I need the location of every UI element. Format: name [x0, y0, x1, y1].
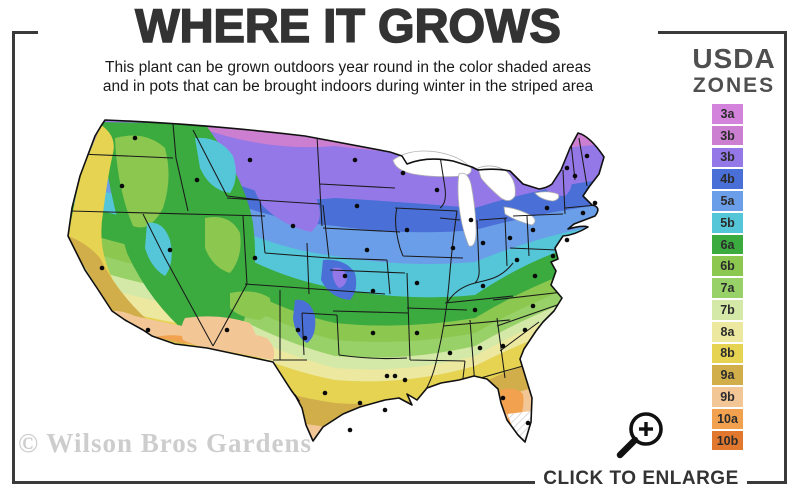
watermark: © Wilson Bros Gardens — [18, 428, 312, 458]
legend-zone-label: 9b — [720, 390, 735, 404]
legend-zone-label: 4b — [720, 172, 735, 187]
legend-zone-swatch: 6a — [712, 234, 743, 255]
legend-zone-swatch: 6b — [712, 256, 743, 277]
legend-zone-swatch: 3b — [712, 147, 743, 168]
idaho-mtn-cyan — [195, 137, 236, 193]
title-text: WHERE IT GROWS — [134, 0, 561, 52]
legend-zone-swatch: 7b — [712, 300, 743, 320]
legend-zone-label: 7a — [720, 281, 735, 296]
legend-zone-label: 8a — [720, 324, 735, 339]
california-gold — [68, 236, 190, 346]
legend-zone-swatch: 10b — [712, 430, 743, 451]
legend-zone-list: 3a 3b 3b 4b 5a 5b 6a 6b 7a 7b 8a 8b 9a 9b 10a 10b — [712, 104, 743, 451]
legend-zone-swatch: 8a — [712, 321, 743, 342]
subtitle-line-1: This plant can be grown outdoors year ro… — [105, 59, 591, 76]
utah-green — [205, 217, 241, 273]
legend-zone-label: 9a — [720, 368, 735, 383]
usda-zone-map[interactable] — [55, 108, 615, 453]
us-outline — [67, 119, 605, 443]
legend-zone-swatch: 10a — [712, 408, 743, 429]
legend-zone-label: 3b — [720, 128, 735, 143]
legend-zone-label: 10b — [716, 433, 739, 448]
legend-zone-label: 3b — [720, 150, 735, 165]
legend-zone-label: 6a — [720, 237, 735, 252]
subtitle: This plant can be grown outdoors year ro… — [38, 58, 658, 96]
zoom-in-magnifier-icon[interactable] — [610, 402, 672, 464]
usda-zones-legend: USDA ZONES 3a 3b 3b 4b 5a 5b 6a 6b 7a 7b 8a 8b 9a 9b 1… — [688, 44, 780, 453]
az-rim-green — [230, 291, 271, 320]
state-boundaries — [69, 123, 598, 404]
legend-zone-swatch: 9a — [712, 365, 743, 386]
lake-huron — [477, 165, 516, 201]
legend-zone-label: 10a — [717, 411, 738, 426]
legend-zone-label: 5b — [720, 215, 735, 230]
florida-orange — [500, 388, 524, 420]
legend-zone-swatch: 5a — [712, 191, 743, 211]
us-map-svg — [67, 119, 605, 443]
legend-zone-swatch: 4b — [712, 169, 743, 190]
hi-plains-purple — [249, 163, 320, 232]
co-mtn-purple — [332, 267, 347, 288]
legend-zone-label: 6b — [720, 259, 735, 274]
legend-zone-label: 3a — [720, 106, 735, 121]
legend-zone-swatch: 7a — [712, 278, 743, 298]
subtitle-line-2: and in pots that can be brought indoors … — [102, 78, 594, 95]
great-lakes — [392, 150, 560, 247]
legend-zone-swatch: 9b — [712, 387, 743, 407]
legend-title-usda: USDA — [692, 43, 776, 74]
cascade-valley-green — [115, 135, 169, 228]
lake-michigan — [457, 172, 477, 247]
lake-ontario — [534, 191, 560, 202]
sierra-cyan — [145, 222, 172, 276]
south-florida-striped-area — [508, 411, 532, 441]
legend-zone-swatch: 3a — [712, 104, 743, 124]
legend-zone-swatch: 3b — [712, 125, 743, 146]
lake-superior — [392, 150, 472, 178]
city-dots — [99, 135, 598, 433]
legend-zone-label: 5a — [720, 193, 735, 208]
legend-zone-label: 8b — [720, 346, 735, 361]
zone-color-bands — [68, 120, 604, 442]
legend-zone-swatch: 5b — [712, 212, 743, 233]
legend-zone-swatch: 8b — [712, 343, 743, 364]
legend-zone-label: 7b — [720, 302, 735, 317]
legend-title-zones: ZONES — [692, 74, 776, 97]
click-to-enlarge-button[interactable]: CLICK TO ENLARGE — [535, 466, 747, 492]
page-title: WHERE IT GROWS — [38, 0, 658, 52]
